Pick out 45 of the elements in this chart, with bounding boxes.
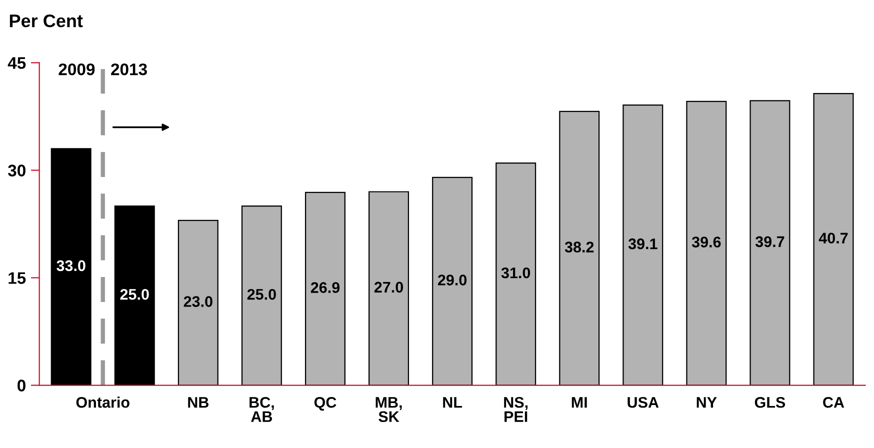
bar: [114, 206, 155, 386]
y-tick-label: 15: [8, 272, 26, 284]
bar: [496, 162, 536, 386]
bar: [813, 92, 854, 386]
data-label: 26.9: [310, 282, 340, 293]
bar: [432, 176, 473, 386]
data-label: 39.6: [692, 236, 721, 248]
bar: [241, 206, 282, 386]
bar: [304, 192, 346, 386]
x-tick-label: MB, SK: [376, 397, 402, 422]
x-tick-label: BC, AB: [250, 396, 274, 422]
data-label: 27.0: [374, 282, 404, 293]
x-tick-label: MI: [572, 397, 587, 408]
y-tick-label: 30: [8, 164, 26, 176]
bar: [559, 110, 600, 386]
x-tick-label: QC: [314, 396, 336, 411]
data-label: 31.0: [501, 267, 530, 278]
x-tick-label: Ontario: [76, 396, 130, 408]
bar: [178, 220, 218, 386]
data-label: 38.2: [564, 242, 594, 252]
y-tick-label: 45: [8, 57, 26, 69]
data-label: 39.1: [628, 238, 658, 250]
data-label: 25.0: [120, 288, 149, 300]
data-label: 29.0: [438, 274, 467, 286]
annotation: 2009: [58, 63, 95, 76]
annotation: 2013: [111, 63, 147, 76]
data-label: 33.0: [56, 260, 86, 272]
data-label: 40.7: [818, 232, 848, 244]
bar: [750, 100, 790, 386]
x-tick-label: NB: [188, 397, 208, 408]
x-tick-label: NL: [443, 397, 462, 408]
y-axis-title: Per Cent: [10, 14, 83, 28]
y-tick-label: 0: [18, 380, 26, 392]
bar: [50, 148, 92, 386]
x-tick-label: NS, PEI: [504, 396, 528, 422]
bar: [686, 100, 727, 386]
data-label: 25.0: [247, 288, 276, 300]
x-tick-label: GLS: [754, 396, 786, 408]
data-label: 23.0: [184, 296, 212, 307]
data-label: 39.7: [755, 236, 784, 248]
x-tick-label: NY: [696, 397, 717, 408]
bar: [368, 191, 410, 386]
x-tick-label: USA: [628, 396, 659, 408]
x-tick-label: CA: [823, 396, 844, 408]
bar: [622, 104, 664, 386]
